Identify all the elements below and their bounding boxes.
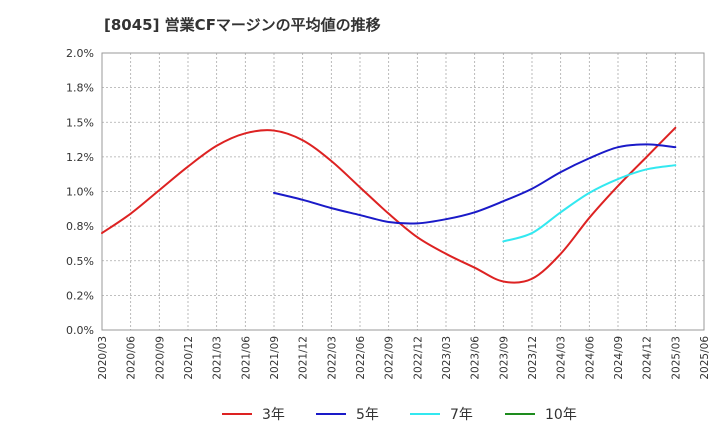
- series-line-7年: [502, 164, 677, 243]
- x-tick-label: 2024/03: [556, 336, 568, 380]
- legend-label: 10年: [545, 407, 577, 423]
- x-tick-label: 2023/03: [441, 336, 453, 380]
- x-tick-label: 2024/06: [584, 336, 596, 380]
- x-tick-label: 2024/12: [642, 336, 654, 380]
- x-tick-label: 2021/06: [240, 336, 252, 380]
- x-tick-label: 2021/09: [269, 336, 281, 380]
- y-axis: 0.0% 0.2% 0.5% 0.8% 1.0% 1.2% 1.5% 1.8% 2.0%: [66, 47, 94, 337]
- x-tick-label: 2020/09: [154, 336, 166, 380]
- y-tick-label: 0.5%: [66, 255, 94, 268]
- x-tick-label: 2020/12: [183, 336, 195, 380]
- y-tick-label: 0.8%: [66, 220, 94, 233]
- x-tick-label: 2024/09: [613, 336, 625, 380]
- y-tick-label: 1.2%: [66, 151, 94, 164]
- y-tick-label: 2.0%: [66, 47, 94, 60]
- x-tick-label: 2022/12: [412, 336, 424, 380]
- x-tick-label: 2021/12: [298, 336, 310, 380]
- y-tick-label: 1.8%: [66, 82, 94, 95]
- legend-label: 3年: [262, 407, 285, 423]
- legend-label: 7年: [450, 407, 473, 423]
- x-tick-label: 2025/03: [670, 336, 682, 380]
- legend-label: 5年: [356, 407, 379, 423]
- series-line-5年: [273, 143, 677, 225]
- x-tick-label: 2022/06: [355, 336, 367, 380]
- x-tick-label: 2023/09: [498, 336, 510, 380]
- series-line-3年: [101, 126, 677, 284]
- y-tick-label: 0.2%: [66, 289, 94, 302]
- y-tick-label: 1.5%: [66, 116, 94, 129]
- series-lines: [101, 126, 677, 284]
- x-tick-label: 2025/06: [699, 336, 711, 380]
- x-tick-label: 2022/03: [326, 336, 338, 380]
- y-tick-label: 0.0%: [66, 324, 94, 337]
- x-tick-label: 2022/09: [384, 336, 396, 380]
- plot-frame: [101, 52, 705, 331]
- x-tick-label: 2020/06: [126, 336, 138, 380]
- x-axis: 2020/03 2020/06 2020/09 2020/12 2021/03 2021/…: [97, 336, 711, 380]
- x-tick-label: 2021/03: [212, 336, 224, 380]
- chart-title: [8045] 営業CFマージンの平均値の推移: [104, 16, 381, 34]
- x-tick-label: 2023/12: [527, 336, 539, 380]
- legend: 3年 5年 7年 10年: [222, 407, 577, 423]
- x-tick-label: 2023/06: [470, 336, 482, 380]
- y-tick-label: 1.0%: [66, 186, 94, 199]
- x-tick-label: 2020/03: [97, 336, 109, 380]
